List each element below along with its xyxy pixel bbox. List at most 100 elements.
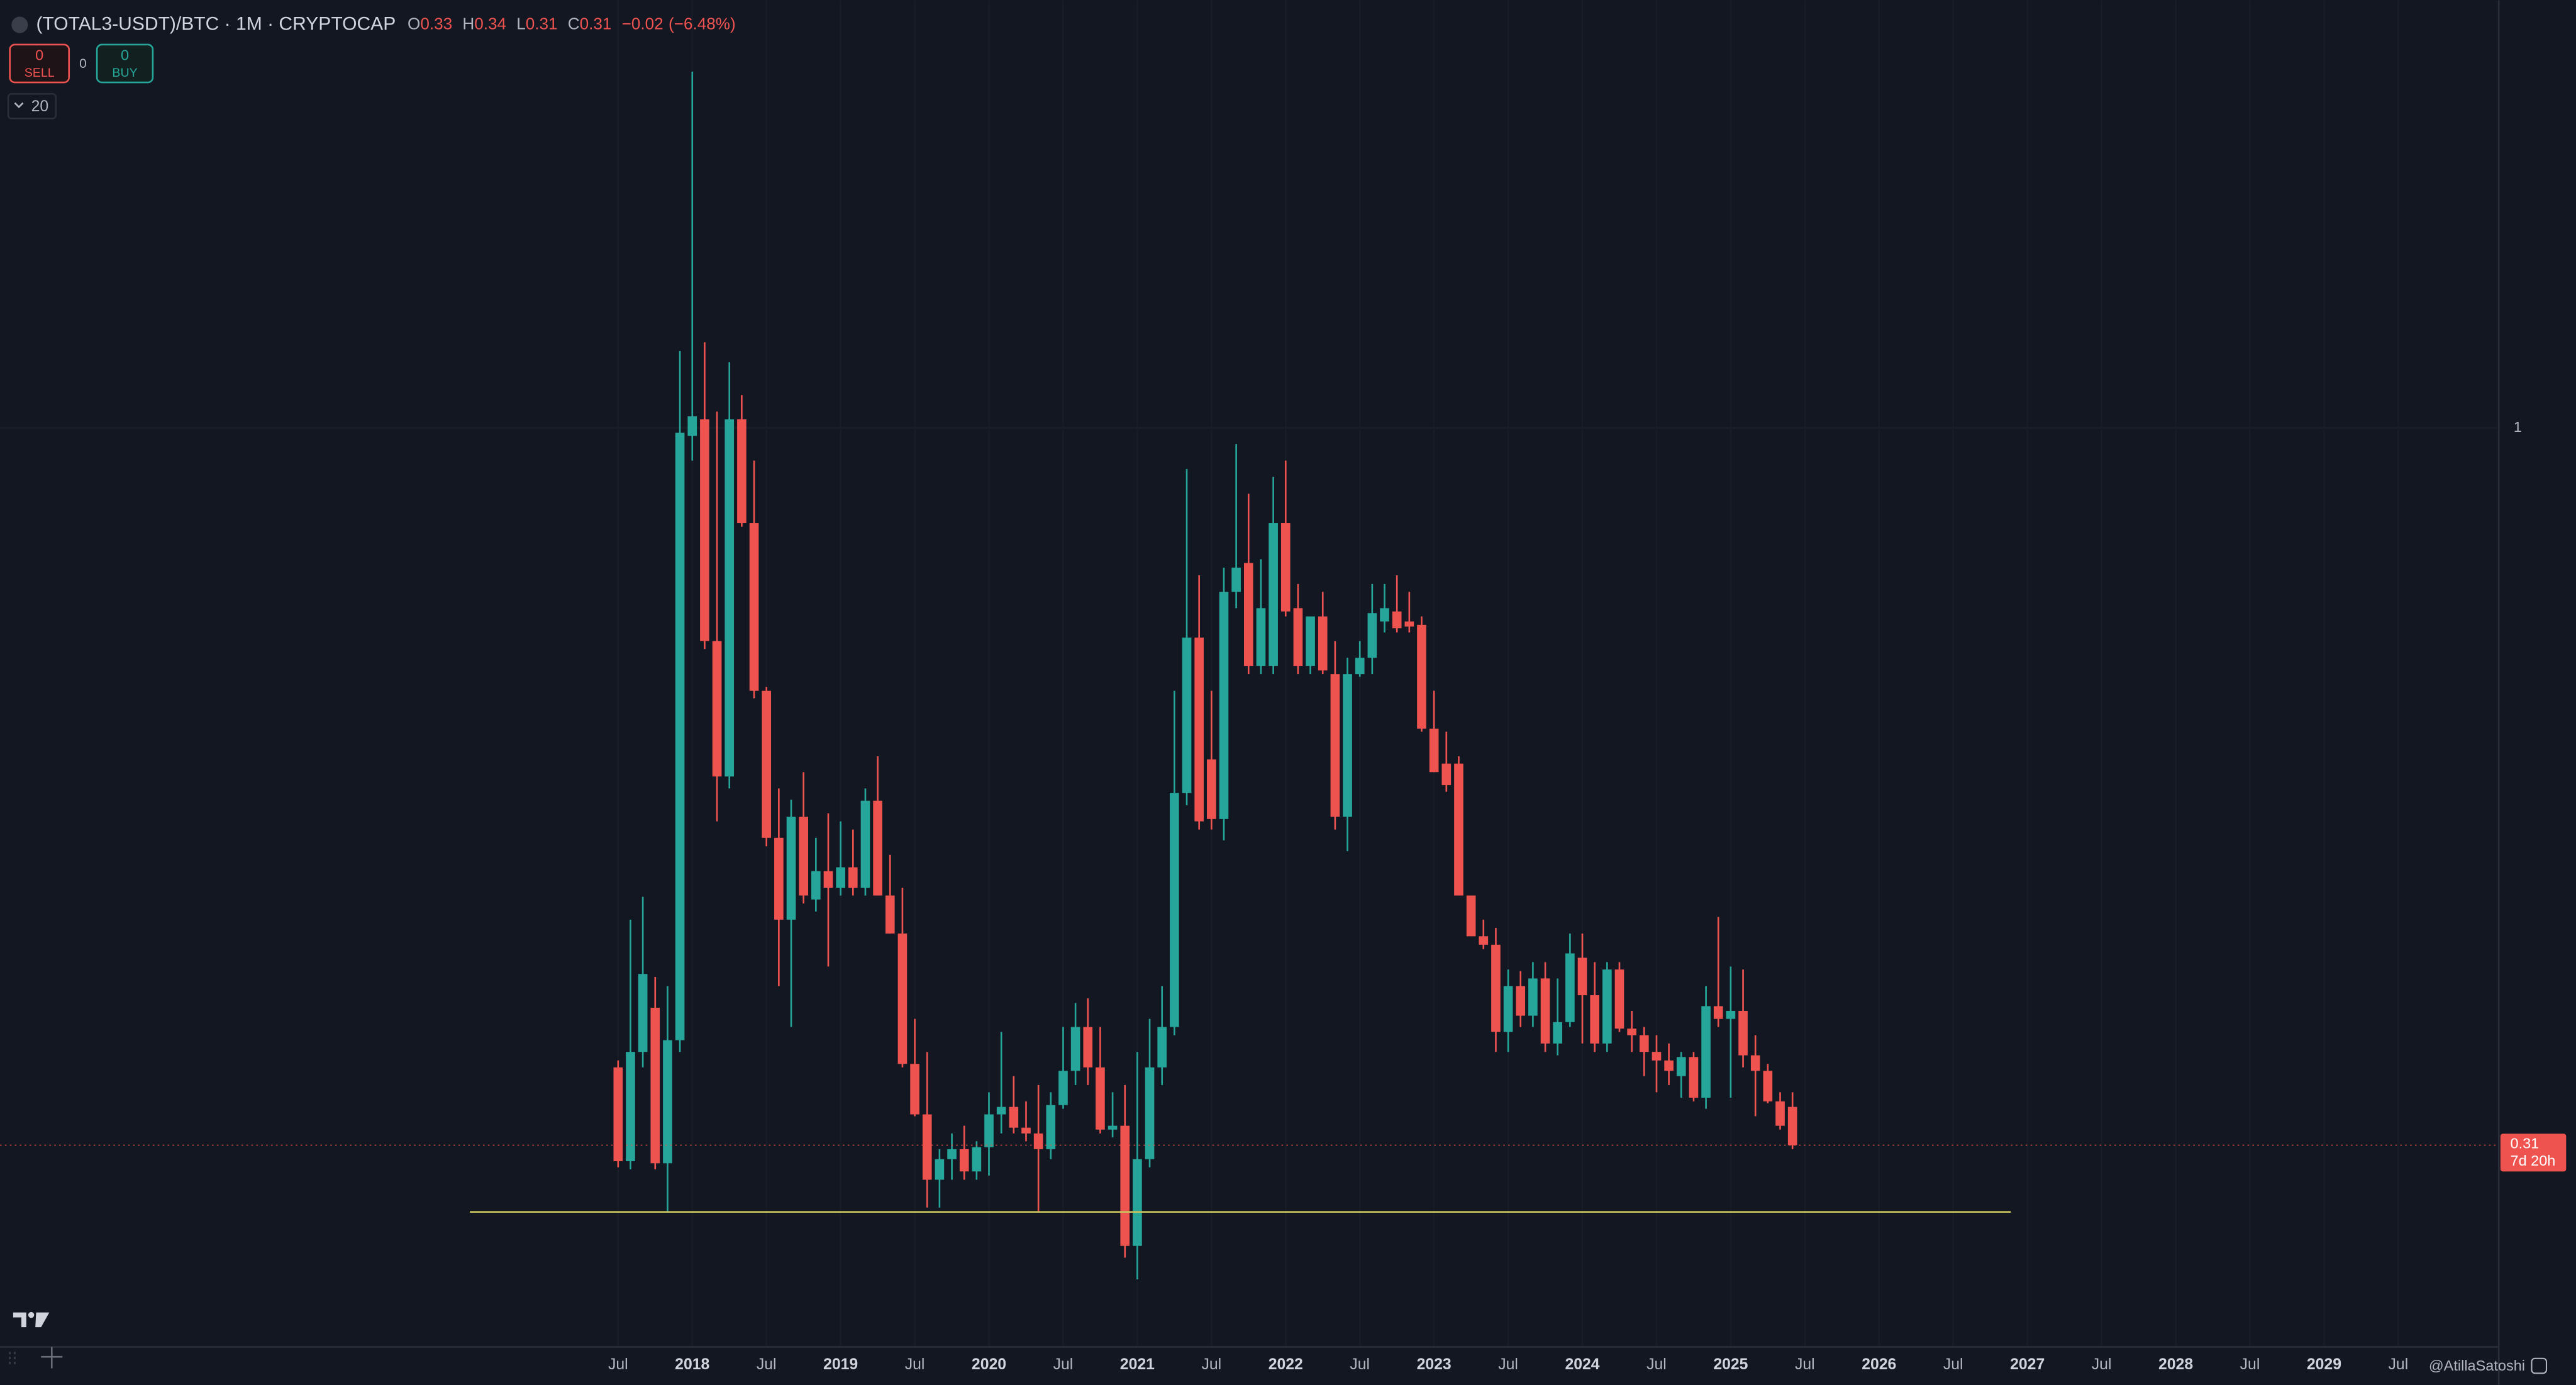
candle-body (1145, 1067, 1155, 1159)
ohlc-label: L (516, 14, 526, 33)
candle-body (1070, 1027, 1080, 1071)
candle-body (897, 933, 908, 1064)
candle-body (1021, 1127, 1031, 1134)
candle-body (712, 641, 722, 777)
candle-body (1701, 1006, 1711, 1098)
candle-body (996, 1106, 1006, 1115)
candle-body (1182, 637, 1192, 793)
x-tick-label: Jul (1795, 1356, 1815, 1373)
last-price-label: 0.31 (2511, 1135, 2540, 1151)
candle-body (1219, 592, 1229, 819)
symbol-title[interactable]: (TOTAL3-USDT)/BTC · 1M · CRYPTOCAP (36, 14, 396, 35)
x-tick-label: Jul (1350, 1356, 1370, 1373)
candle-body (1676, 1057, 1686, 1076)
ohlc-label: C (568, 14, 580, 33)
candle-body (774, 837, 784, 920)
candle-body (885, 895, 895, 934)
candle-body (1404, 621, 1414, 627)
grid (0, 0, 2497, 1347)
candle-body (972, 1147, 982, 1172)
y-tick-label: 1 (2514, 419, 2522, 435)
candle-body (984, 1114, 994, 1147)
candle-body (823, 871, 833, 888)
symbol-icon[interactable] (11, 16, 28, 33)
candle-body (1318, 616, 1328, 671)
candle-body (1133, 1159, 1142, 1246)
candle-body (1565, 953, 1575, 1022)
candle-body (1528, 978, 1538, 1016)
crosshair-tool[interactable] (9, 1347, 63, 1369)
candle-body (700, 419, 709, 641)
candle-body (1602, 969, 1612, 1044)
candle-body (1738, 1010, 1748, 1056)
x-tick-label: Jul (757, 1356, 777, 1373)
sell-label: SELL (25, 66, 55, 80)
candle-body (1590, 995, 1600, 1044)
candle-body (860, 800, 870, 888)
candle-body (663, 1040, 672, 1164)
candle-body (1306, 616, 1315, 666)
candle-body (762, 690, 772, 838)
candle-body (799, 817, 808, 896)
x-tick-label: Jul (2389, 1356, 2409, 1373)
x-tick-label: 2020 (972, 1356, 1006, 1373)
candle-body (626, 1052, 635, 1162)
candle-body (687, 416, 697, 436)
x-tick-label: Jul (905, 1356, 925, 1373)
buy-button[interactable] (96, 43, 154, 84)
candle-body (1083, 1027, 1093, 1068)
candle-body (873, 800, 882, 896)
candle-body (1441, 763, 1452, 785)
ohlc-label: H (462, 14, 474, 33)
candle-body (1479, 936, 1489, 945)
x-tick-label: 2028 (2158, 1356, 2193, 1373)
candle-body (1009, 1106, 1019, 1128)
candle-body (1689, 1057, 1699, 1098)
ohlc-label: O (408, 14, 420, 33)
candle-body (1392, 611, 1402, 629)
plot-area (0, 71, 2497, 1280)
candle-body (650, 1007, 660, 1164)
candle-body (1157, 1027, 1167, 1068)
settings-icon[interactable] (2531, 1357, 2548, 1374)
candle-body (1713, 1006, 1723, 1019)
candle-body (737, 419, 747, 524)
candle-body (1120, 1125, 1130, 1246)
candle-body (724, 419, 735, 777)
candle-body (1243, 563, 1253, 666)
candle-body (1058, 1071, 1068, 1105)
candle-body (1614, 969, 1624, 1029)
candle-body (1639, 1035, 1649, 1052)
candle-body (1763, 1071, 1773, 1101)
candle-body (786, 817, 796, 920)
candle-body (1108, 1125, 1118, 1130)
change: −0.02 (622, 14, 663, 33)
candle-body (1750, 1055, 1760, 1071)
logo-part (13, 1312, 26, 1328)
chevron (14, 102, 24, 109)
candle-body (1553, 1022, 1563, 1044)
candle-body (1577, 957, 1587, 996)
x-tick-label: 2025 (1713, 1356, 1748, 1373)
candle-body (1280, 523, 1291, 612)
candle-body (1343, 674, 1352, 817)
candle-body (1293, 608, 1303, 666)
candle-body (1380, 608, 1389, 622)
indicators-toggle[interactable] (7, 93, 57, 119)
x-tick-label: Jul (608, 1356, 628, 1373)
x-tick-label: Jul (2240, 1356, 2260, 1373)
x-tick-label: 2026 (1862, 1356, 1896, 1373)
candle-body (1096, 1067, 1105, 1130)
candle-body (1330, 674, 1340, 817)
candle-body (848, 867, 858, 888)
candle-body (613, 1067, 623, 1162)
candle-body (1664, 1060, 1674, 1071)
x-tick-label: Jul (1943, 1356, 1963, 1373)
drag-handle (9, 1352, 16, 1366)
candle-body (836, 867, 845, 888)
x-tick-label: 2018 (675, 1356, 709, 1373)
x-tick-label: 2022 (1269, 1356, 1303, 1373)
tv-logo[interactable] (13, 1311, 50, 1328)
sell-button[interactable] (9, 43, 70, 84)
